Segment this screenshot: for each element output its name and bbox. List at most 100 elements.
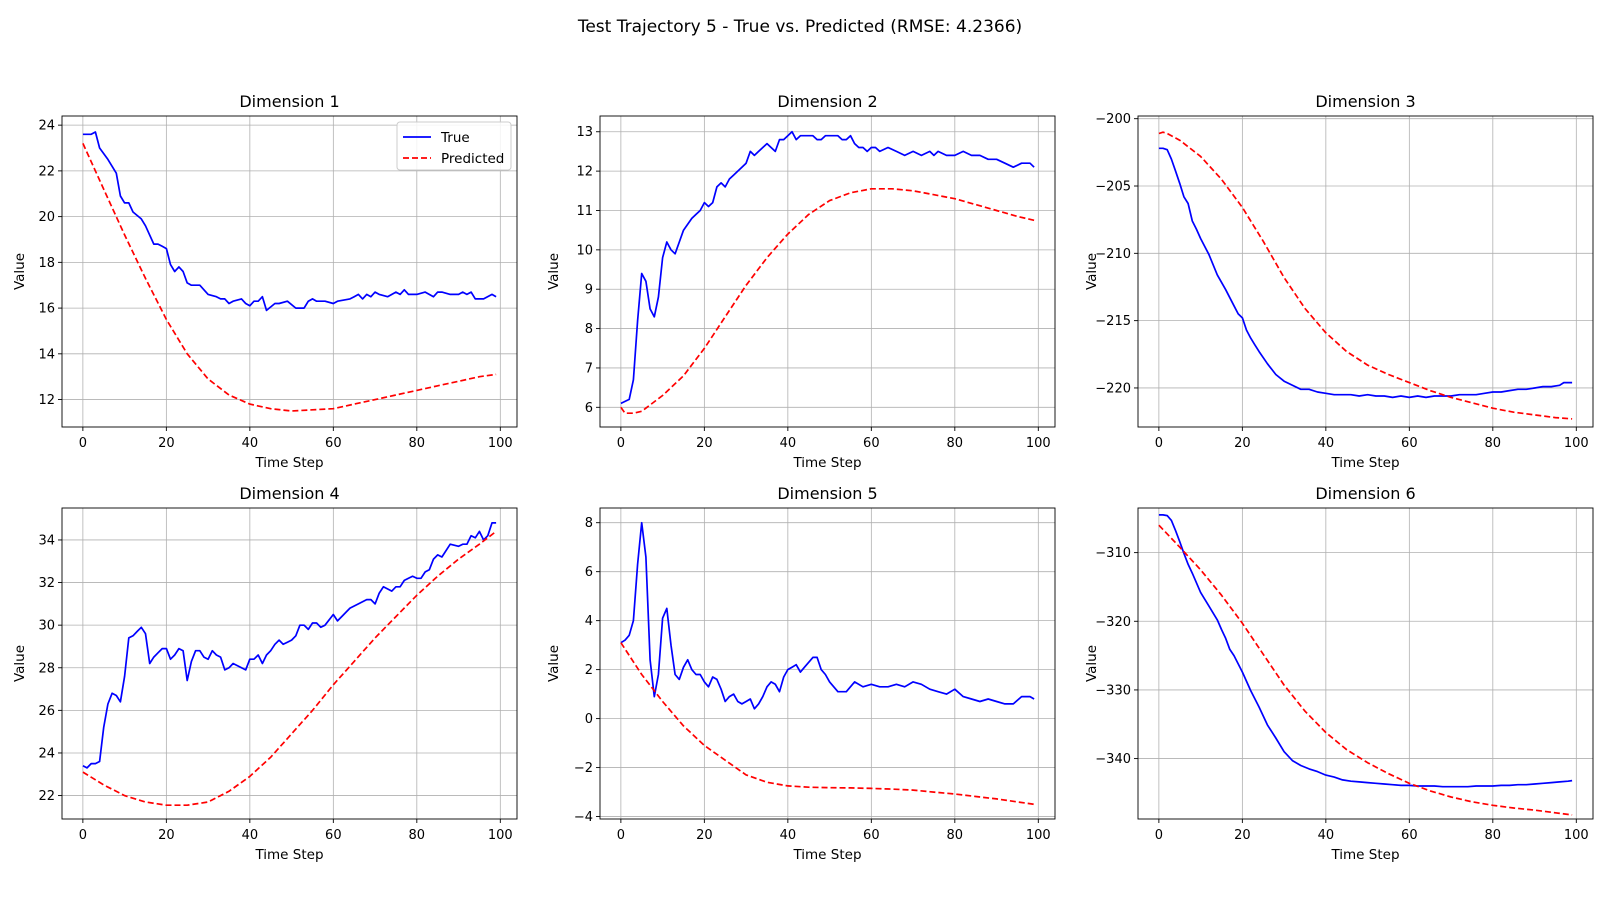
y-tick-label: 9	[585, 283, 593, 298]
series-line-predicted	[620, 642, 1035, 806]
x-tick-label: 0	[1155, 436, 1163, 451]
y-tick-label: 12	[38, 393, 55, 408]
series-line-true	[82, 522, 497, 769]
x-tick-label: 40	[1318, 828, 1335, 843]
x-tick-label: 20	[696, 436, 713, 451]
y-tick-label: −205	[1095, 180, 1131, 195]
series-line-true	[620, 130, 1035, 405]
subplot-title: Dimension 4	[239, 484, 339, 503]
subplot-dimension-2: 0 20 40 60 80 100 6 7 8 9 10 11 12 13 Dimension 2 Time …	[546, 92, 1056, 471]
x-tick-label: 80	[409, 828, 426, 843]
y-tick-label: 20	[38, 210, 55, 225]
y-tick-label: 22	[38, 164, 55, 179]
plot-area	[600, 116, 1055, 427]
x-tick-label: 40	[242, 436, 259, 451]
y-tick-label: 10	[576, 243, 593, 258]
x-tick-label: 60	[325, 828, 342, 843]
subplot-title: Dimension 3	[1315, 92, 1415, 111]
x-tick-label: 20	[158, 828, 175, 843]
x-tick-label: 100	[1026, 828, 1051, 843]
y-tick-label: −215	[1095, 314, 1131, 329]
series-line-predicted	[620, 187, 1035, 415]
x-axis-label: Time Step	[792, 455, 861, 471]
series-line-true	[1158, 147, 1573, 399]
series-line-predicted	[1158, 131, 1573, 420]
y-tick-label: 32	[38, 576, 55, 591]
x-tick-label: 80	[947, 828, 964, 843]
subplot-title: Dimension 6	[1315, 484, 1415, 503]
figure-suptitle: Test Trajectory 5 - True vs. Predicted (…	[577, 17, 1022, 37]
y-tick-label: 24	[38, 119, 55, 134]
legend-label-true: True	[440, 130, 470, 146]
x-axis-label: Time Step	[792, 847, 861, 863]
x-tick-label: 100	[1564, 828, 1589, 843]
x-tick-label: 0	[79, 828, 87, 843]
x-axis-label: Time Step	[1330, 455, 1399, 471]
y-axis-label: Value	[1084, 645, 1100, 682]
y-tick-label: 0	[585, 712, 593, 727]
x-tick-label: 100	[488, 828, 513, 843]
y-axis-label: Value	[12, 645, 28, 682]
y-axis-label: Value	[1084, 253, 1100, 290]
subplot-dimension-5: 0 20 40 60 80 100 −4 −2 0 2 4 6 8 Dimension 5 Time Ste…	[546, 484, 1056, 863]
legend-label-predicted: Predicted	[441, 151, 504, 167]
x-tick-label: 40	[242, 828, 259, 843]
y-tick-label: −210	[1095, 247, 1131, 262]
x-tick-label: 40	[780, 436, 797, 451]
y-tick-label: 2	[585, 663, 593, 678]
series-line-predicted	[82, 143, 497, 412]
x-tick-label: 80	[1485, 436, 1502, 451]
x-tick-label: 20	[1234, 436, 1251, 451]
y-tick-label: −310	[1095, 546, 1131, 561]
y-tick-label: −320	[1095, 615, 1131, 630]
y-tick-label: −340	[1095, 752, 1131, 767]
x-tick-label: 0	[79, 436, 87, 451]
y-tick-label: 22	[38, 789, 55, 804]
x-tick-label: 80	[1485, 828, 1502, 843]
x-tick-label: 80	[409, 436, 426, 451]
y-axis-label: Value	[546, 645, 562, 682]
y-tick-label: −220	[1095, 381, 1131, 396]
x-tick-label: 60	[863, 436, 880, 451]
x-tick-label: 100	[1026, 436, 1051, 451]
x-axis-label: Time Step	[254, 847, 323, 863]
y-tick-label: 8	[585, 516, 593, 531]
x-axis-label: Time Step	[1330, 847, 1399, 863]
y-tick-label: 34	[38, 533, 55, 548]
subplot-dimension-6: 0 20 40 60 80 100 −310 −320 −330 −340 Dimension 6 T…	[1084, 484, 1594, 863]
subplot-title: Dimension 5	[777, 484, 877, 503]
series-line-true	[620, 521, 1035, 710]
subplot-title: Dimension 1	[239, 92, 339, 111]
axes-frame	[61, 507, 518, 820]
subplot-dimension-4: 0 20 40 60 80 100 22 24 26 28 30 32 34 Dimension 4 Tim…	[12, 484, 518, 863]
y-tick-label: 24	[38, 746, 55, 761]
y-tick-label: 8	[585, 322, 593, 337]
axes-frame	[599, 507, 1056, 820]
axes-frame	[1137, 115, 1594, 428]
x-tick-label: 20	[158, 436, 175, 451]
y-tick-label: 26	[38, 704, 55, 719]
axes-frame	[1137, 507, 1594, 820]
y-tick-label: 11	[576, 204, 593, 219]
y-tick-label: 28	[38, 661, 55, 676]
x-tick-label: 60	[325, 436, 342, 451]
x-tick-label: 100	[1564, 436, 1589, 451]
x-tick-label: 0	[1155, 828, 1163, 843]
x-tick-label: 0	[617, 828, 625, 843]
x-tick-label: 20	[1234, 828, 1251, 843]
y-tick-label: 18	[38, 256, 55, 271]
y-tick-label: −2	[574, 761, 593, 776]
y-tick-label: 30	[38, 619, 55, 634]
subplot-title: Dimension 2	[777, 92, 877, 111]
axes-frame	[599, 115, 1056, 428]
x-tick-label: 60	[863, 828, 880, 843]
y-tick-label: −200	[1095, 112, 1131, 127]
x-tick-label: 80	[947, 436, 964, 451]
y-tick-label: −330	[1095, 683, 1131, 698]
axes-frame	[61, 115, 518, 428]
y-tick-label: 16	[38, 302, 55, 317]
subplot-dimension-1: 0 20 40 60 80 100 12 14 16 18 20 22 24 Dimension 1 Tim…	[12, 92, 518, 471]
y-tick-label: 4	[585, 614, 593, 629]
